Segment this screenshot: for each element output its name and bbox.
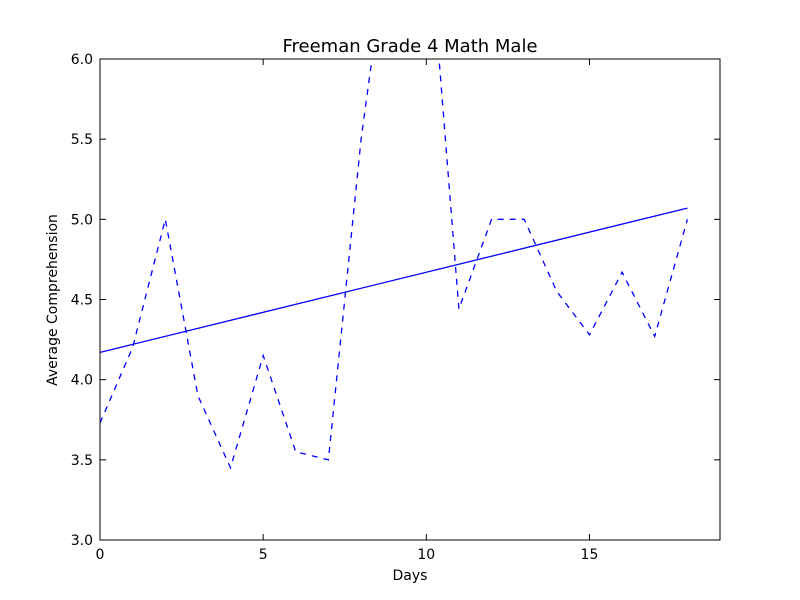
y-axis-label: Average Comprehension [45, 214, 61, 386]
y-tick-label: 5.5 [71, 132, 93, 148]
y-tick-label: 4.5 [71, 293, 93, 309]
x-tick-label: 15 [581, 547, 599, 563]
y-tick-label: 4.0 [71, 373, 93, 389]
x-tick-label: 0 [96, 547, 105, 563]
y-tick-label: 3.5 [71, 453, 93, 469]
y-tick-label: 5.0 [71, 212, 93, 228]
ticks-layer: 0 5 10 15 3.0 3.5 4.0 4.5 5.0 5.5 6.0 [71, 52, 720, 563]
chart-title: Freeman Grade 4 Math Male [282, 36, 537, 57]
x-tick-label: 5 [259, 547, 268, 563]
y-tick-label: 6.0 [71, 52, 93, 68]
plot-frame [99, 58, 721, 541]
x-tick-label: 10 [417, 547, 435, 563]
dashed-series-line [100, 59, 689, 470]
series-layer [100, 59, 689, 470]
x-axis-label: Days [393, 568, 428, 584]
trend-line [100, 207, 688, 354]
y-tick-label: 3.0 [71, 533, 93, 549]
